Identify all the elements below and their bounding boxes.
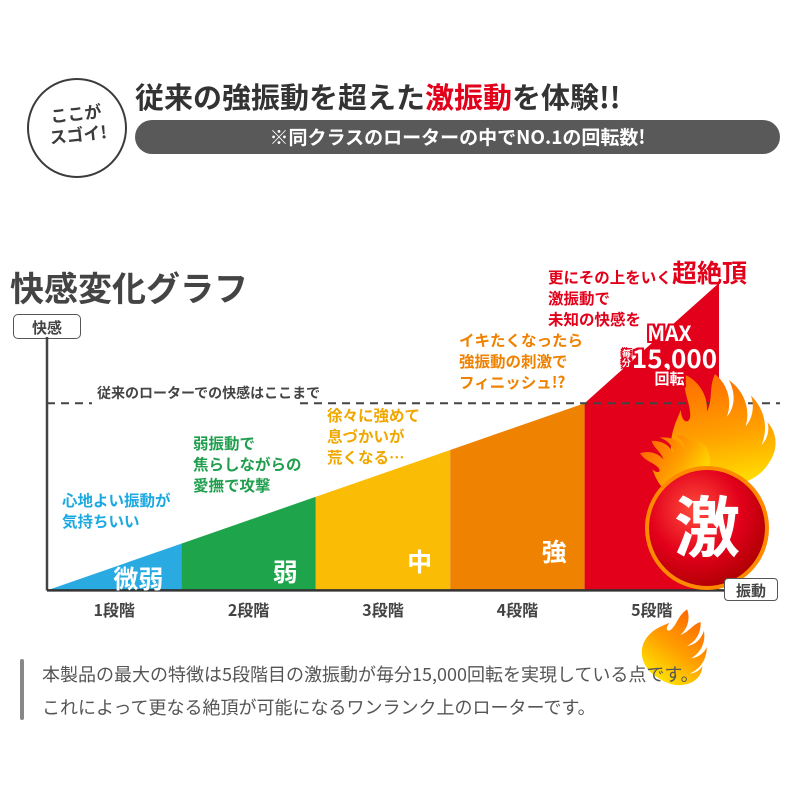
svg-text:激: 激 xyxy=(674,475,740,571)
